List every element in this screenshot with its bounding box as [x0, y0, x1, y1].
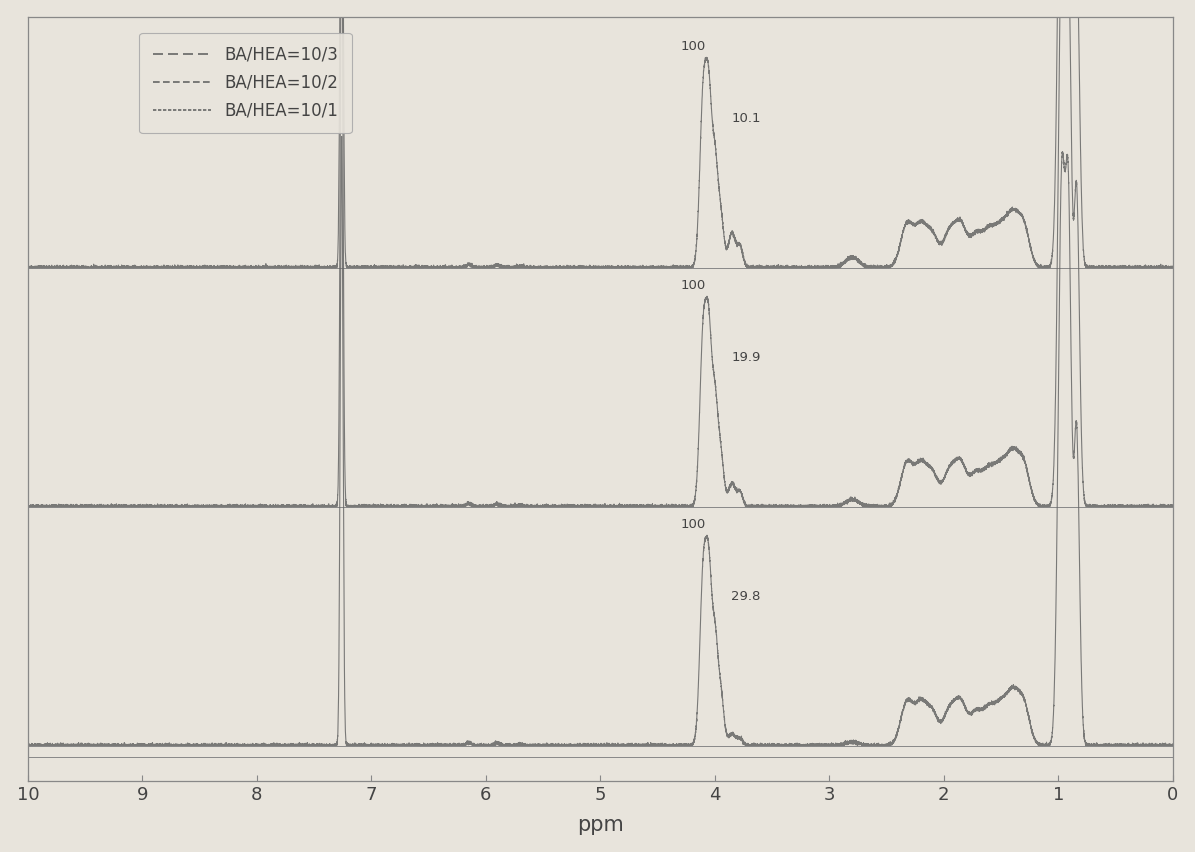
- Text: 100: 100: [680, 279, 706, 292]
- Legend: BA/HEA=10/3, BA/HEA=10/2, BA/HEA=10/1: BA/HEA=10/3, BA/HEA=10/2, BA/HEA=10/1: [140, 32, 351, 133]
- Text: 100: 100: [680, 40, 706, 53]
- X-axis label: ppm: ppm: [577, 815, 624, 835]
- Text: 29.8: 29.8: [731, 590, 760, 602]
- Text: 10.1: 10.1: [731, 112, 760, 124]
- Text: 100: 100: [680, 518, 706, 531]
- Text: 19.9: 19.9: [731, 350, 760, 364]
